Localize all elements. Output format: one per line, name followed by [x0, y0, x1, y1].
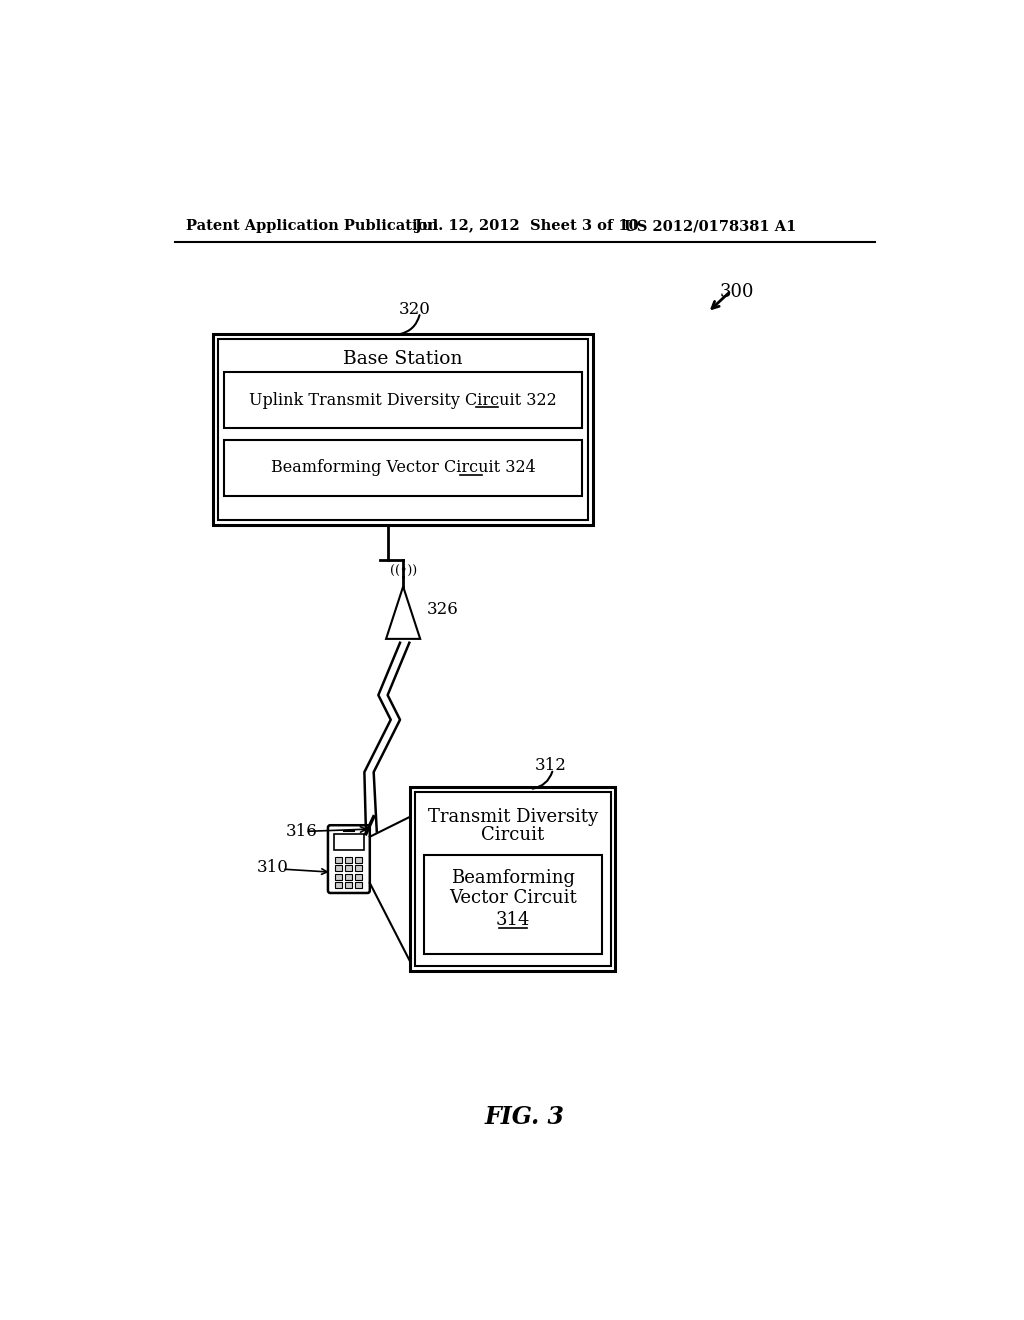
Bar	[335, 874, 342, 880]
Bar	[424, 855, 601, 954]
Bar	[355, 866, 362, 871]
Bar	[355, 874, 362, 880]
Bar	[355, 882, 362, 888]
Text: Beamforming: Beamforming	[451, 870, 574, 887]
Bar	[224, 372, 583, 428]
Bar	[345, 857, 352, 863]
Bar	[345, 874, 352, 880]
Polygon shape	[386, 586, 420, 639]
Text: Jul. 12, 2012  Sheet 3 of 10: Jul. 12, 2012 Sheet 3 of 10	[415, 219, 638, 234]
Bar	[335, 866, 342, 871]
Text: 320: 320	[399, 301, 431, 318]
Text: FIG. 3: FIG. 3	[484, 1105, 565, 1129]
Bar	[345, 882, 352, 888]
Bar	[224, 441, 583, 495]
Text: Patent Application Publication: Patent Application Publication	[186, 219, 438, 234]
FancyArrowPatch shape	[532, 772, 552, 788]
Bar	[345, 866, 352, 871]
Bar	[410, 788, 615, 970]
Text: 316: 316	[286, 822, 317, 840]
Text: 326: 326	[426, 601, 458, 618]
FancyBboxPatch shape	[328, 825, 370, 892]
Text: Base Station: Base Station	[343, 350, 463, 367]
Bar	[335, 882, 342, 888]
Text: 314: 314	[496, 911, 530, 929]
Text: ((•)): ((•))	[389, 565, 417, 578]
Bar	[213, 334, 593, 525]
Text: 310: 310	[257, 859, 289, 876]
Bar	[334, 834, 364, 850]
FancyArrowPatch shape	[399, 315, 420, 334]
Text: 300: 300	[719, 282, 754, 301]
Text: Circuit: Circuit	[481, 826, 545, 845]
Bar	[218, 339, 589, 520]
Text: Beamforming Vector Circuit 324: Beamforming Vector Circuit 324	[270, 459, 536, 477]
Text: Vector Circuit: Vector Circuit	[449, 888, 577, 907]
Text: US 2012/0178381 A1: US 2012/0178381 A1	[624, 219, 797, 234]
Bar	[355, 857, 362, 863]
Text: Transmit Diversity: Transmit Diversity	[428, 808, 598, 826]
Text: Uplink Transmit Diversity Circuit 322: Uplink Transmit Diversity Circuit 322	[249, 392, 557, 409]
Text: 312: 312	[535, 758, 566, 775]
Bar	[415, 792, 611, 966]
Bar	[335, 857, 342, 863]
